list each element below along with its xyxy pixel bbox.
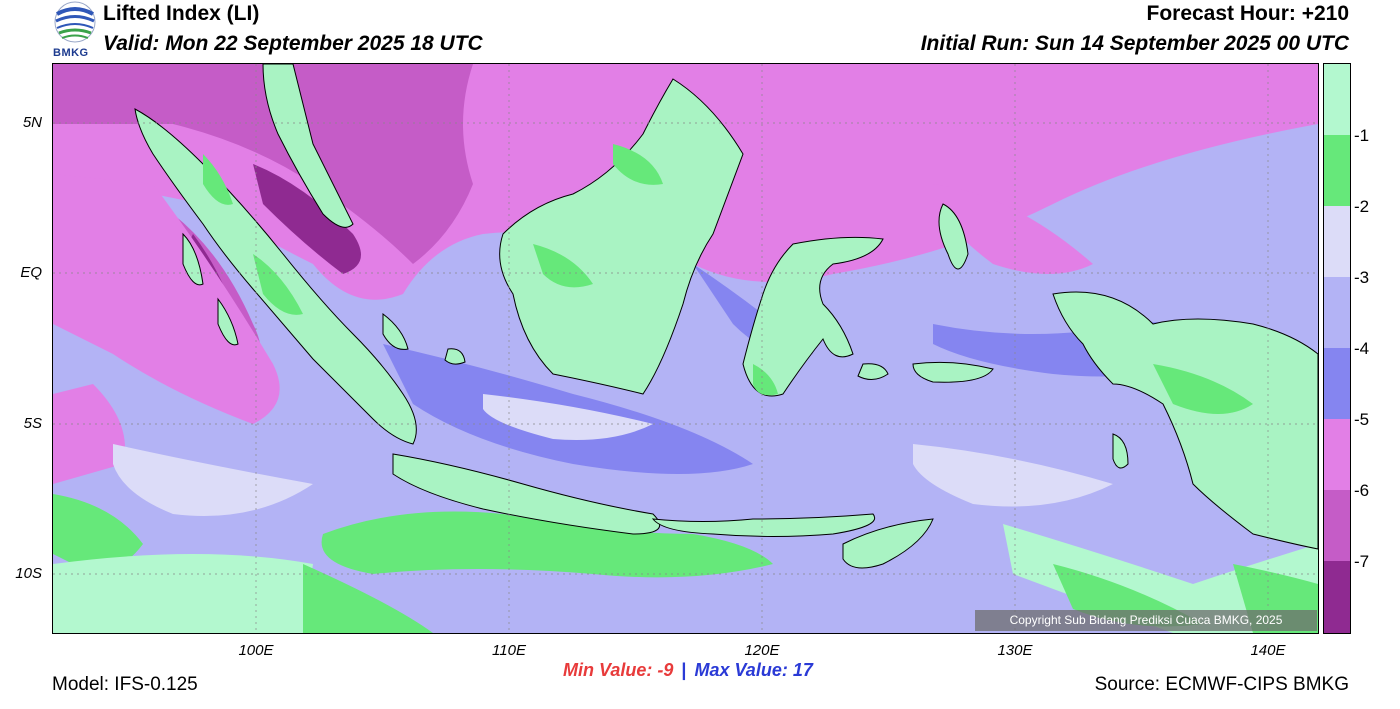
colorbar-segment (1324, 64, 1350, 135)
land-malaya (262, 64, 354, 228)
max-value: 17 (792, 660, 813, 680)
land-nusa-tenggara (651, 513, 876, 537)
colorbar-segment (1324, 277, 1350, 348)
logo-text: BMKG (53, 47, 89, 59)
lon-label-100e: 100E (238, 642, 274, 659)
chart-title: Lifted Index (LI) (103, 2, 260, 25)
lon-label-120e: 120E (744, 642, 780, 659)
colorbar-segment (1324, 561, 1350, 633)
copyright-notice: Copyright Sub Bidang Prediksi Cuaca BMKG… (975, 610, 1317, 631)
min-max-separator: | (681, 660, 687, 680)
colorbar-label: -4 (1354, 339, 1370, 358)
forecast-hour: Forecast Hour: +210 (1146, 2, 1350, 25)
land-buru (857, 363, 889, 380)
lat-label-eq: EQ (20, 264, 42, 281)
colorbar-label: -6 (1354, 481, 1370, 500)
land-java (392, 453, 661, 535)
lon-label-110e: 110E (492, 642, 526, 659)
map-field (53, 64, 1318, 633)
model-label: Model: IFS-0.125 (52, 674, 198, 695)
land-bangka (382, 312, 409, 350)
lat-label-5s: 5S (23, 415, 42, 432)
valid-time: Valid: Mon 22 September 2025 18 UTC (103, 32, 483, 55)
lat-label-5n: 5N (22, 114, 42, 131)
land-nias (182, 232, 204, 286)
land-belitung (444, 348, 466, 365)
colorbar-segment (1324, 135, 1350, 206)
lat-label-10s: 10S (15, 565, 42, 582)
colorbar (1323, 63, 1351, 634)
land-timor (842, 518, 934, 569)
land-seram (912, 361, 994, 383)
colorbar-label: -3 (1354, 268, 1370, 287)
colorbar-label: -1 (1354, 126, 1370, 145)
colorbar-segment (1324, 490, 1350, 561)
min-value-label: Min Value: (563, 660, 653, 680)
colorbar-segment (1324, 206, 1350, 277)
land-mentawai (217, 297, 239, 346)
land-papua (1052, 291, 1318, 550)
lon-label-140e: 140E (1250, 642, 1286, 659)
min-value: -9 (657, 660, 674, 680)
land-borneo (499, 78, 744, 395)
min-max-values: Min Value: -9 | Max Value: 17 (563, 660, 813, 681)
colorbar-label: -7 (1354, 552, 1370, 571)
lon-label-130e: 130E (997, 642, 1033, 659)
colorbar-label: -2 (1354, 197, 1370, 216)
land-halmahera (938, 203, 969, 270)
map-area[interactable]: Copyright Sub Bidang Prediksi Cuaca BMKG… (52, 63, 1319, 634)
land-aru (1112, 433, 1129, 469)
bmkg-logo-icon (52, 0, 98, 60)
colorbar-label: -5 (1354, 410, 1370, 429)
colorbar-segment (1324, 419, 1350, 490)
land-sulawesi (742, 236, 884, 397)
max-value-label: Max Value: (694, 660, 788, 680)
initial-run: Initial Run: Sun 14 September 2025 00 UT… (920, 32, 1349, 55)
colorbar-segment (1324, 348, 1350, 419)
source-label: Source: ECMWF-CIPS BMKG (1094, 674, 1349, 695)
